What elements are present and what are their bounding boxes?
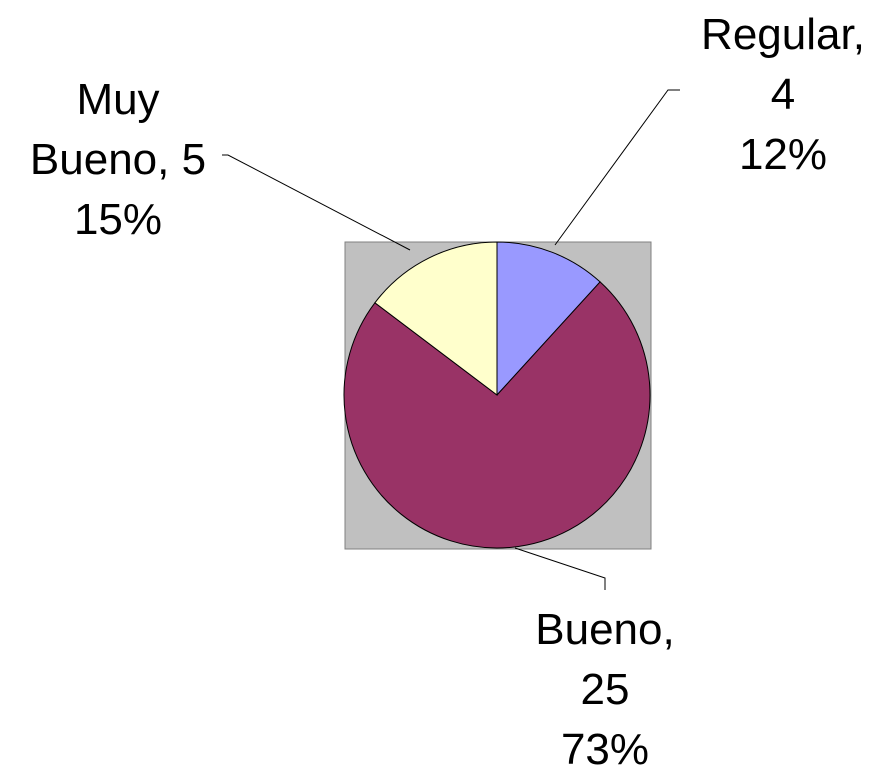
leader-line [222, 154, 411, 251]
leader-line [554, 89, 680, 246]
percent-label: 15% [73, 195, 163, 244]
data-label: Bueno, 25 73% [525, 600, 685, 779]
pie-slice [374, 241, 498, 397]
pie [343, 241, 651, 549]
value-label: Regular, 4 [701, 10, 865, 119]
data-label: Regular, 4 12% [683, 5, 883, 185]
percent-label: 12% [738, 130, 828, 179]
value-label: Muy Bueno, 5 [29, 75, 207, 184]
percent-label: 73% [560, 725, 650, 774]
pie-slice [496, 241, 601, 397]
leader-line [514, 547, 606, 590]
pie-slice [343, 281, 651, 549]
data-label: Muy Bueno, 5 15% [13, 70, 223, 250]
value-label: Bueno, 25 [535, 605, 675, 714]
